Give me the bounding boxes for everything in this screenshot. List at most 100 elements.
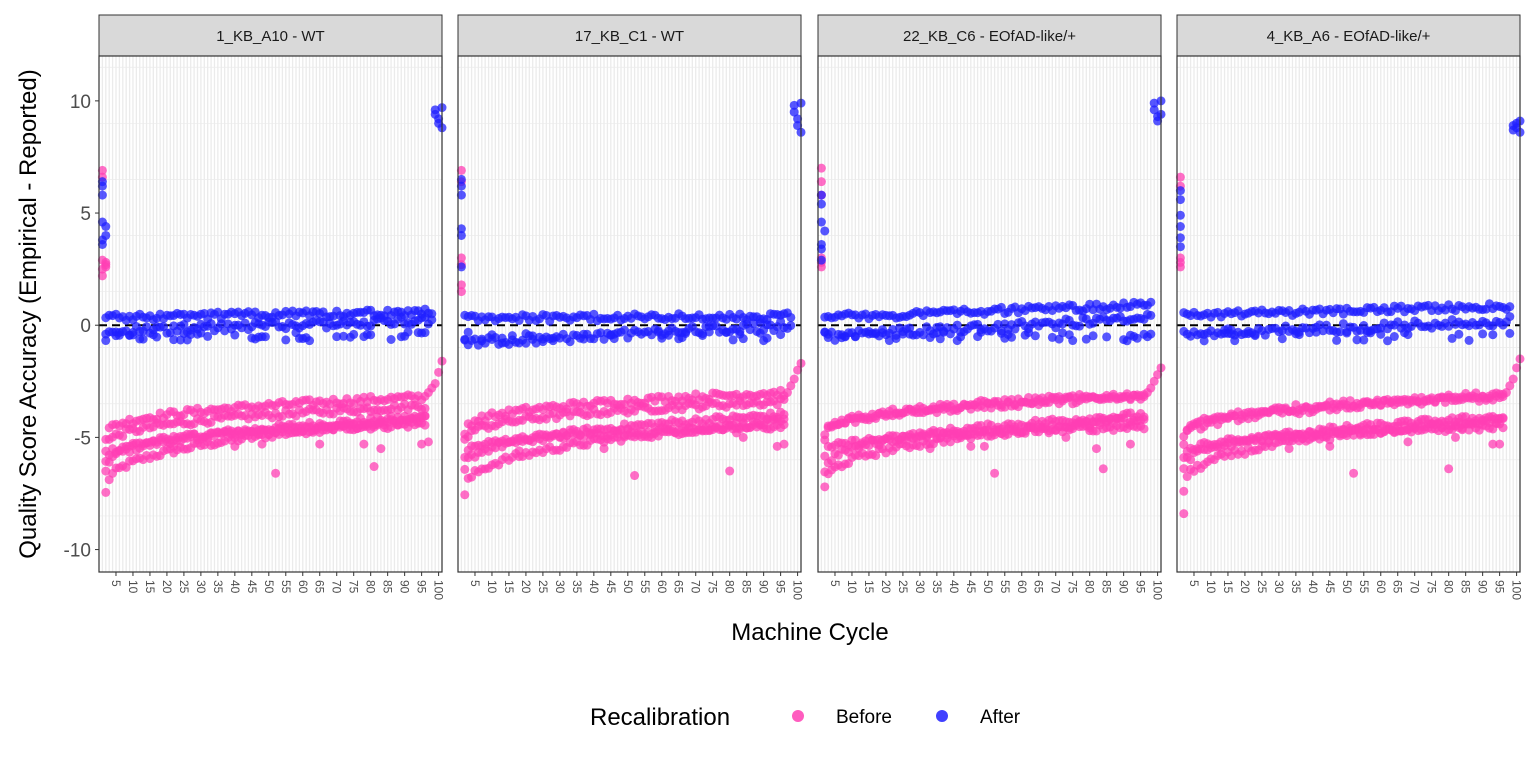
before-point <box>980 442 989 451</box>
after-point <box>1102 332 1111 341</box>
x-tick-label: 35 <box>570 580 584 594</box>
x-tick-label: 10 <box>126 580 140 594</box>
before-point <box>460 490 469 499</box>
before-point <box>990 469 999 478</box>
x-tick-label: 25 <box>896 580 910 594</box>
before-point <box>1140 424 1149 433</box>
x-tick-label: 60 <box>1015 580 1029 594</box>
x-tick-label: 55 <box>279 580 293 594</box>
x-tick-label: 100 <box>791 580 805 600</box>
after-point <box>1089 331 1098 340</box>
x-tick-label: 75 <box>706 580 720 594</box>
x-tick-label: 60 <box>655 580 669 594</box>
after-point <box>464 328 473 337</box>
x-tick-label: 30 <box>553 580 567 594</box>
before-point <box>230 442 239 451</box>
after-point <box>1278 334 1287 343</box>
x-tick-label: 50 <box>621 580 635 594</box>
x-tick-label: 90 <box>1476 580 1490 594</box>
x-tick-label: 30 <box>1272 580 1286 594</box>
x-tick-label: 25 <box>177 580 191 594</box>
after-point <box>281 335 290 344</box>
after-point <box>763 334 772 343</box>
after-point <box>820 226 829 235</box>
x-tick-label: 75 <box>1066 580 1080 594</box>
after-point <box>139 335 148 344</box>
after-point <box>152 333 161 342</box>
x-tick-label: 50 <box>262 580 276 594</box>
x-tick-label: 10 <box>845 580 859 594</box>
x-tick-label: 70 <box>689 580 703 594</box>
before-point <box>1085 426 1094 435</box>
before-point <box>820 482 829 491</box>
x-tick-label: 85 <box>740 580 754 594</box>
before-point <box>820 467 829 476</box>
before-point <box>460 430 469 439</box>
facet-panel: 17_KB_C1 - WT5 10 15 20 25 30 35 40 45 50 55 60 65 70… <box>457 15 806 600</box>
before-point <box>1179 509 1188 518</box>
y-tick-label: 0 <box>80 316 91 337</box>
x-tick-label: 80 <box>723 580 737 594</box>
facet-panel: 22_KB_C6 - EOfAD-like/+5 10 15 20 25 30 35 40 45… <box>817 15 1166 600</box>
x-tick-label: 45 <box>1323 580 1337 594</box>
before-point <box>460 465 469 474</box>
y-tick-label: 5 <box>80 204 91 225</box>
x-tick-label: 50 <box>1340 580 1354 594</box>
x-tick-label: 60 <box>1374 580 1388 594</box>
x-tick-label: 100 <box>432 580 446 600</box>
legend-label-after: After <box>980 707 1021 728</box>
x-tick-label: 85 <box>381 580 395 594</box>
x-tick-label: 100 <box>1151 580 1165 600</box>
x-tick-label: 25 <box>536 580 550 594</box>
x-tick-label: 15 <box>143 580 157 594</box>
before-point <box>1325 442 1334 451</box>
after-point <box>1505 302 1514 311</box>
x-tick-label: 45 <box>604 580 618 594</box>
x-tick-label: 5 <box>828 580 842 587</box>
before-point <box>1509 375 1518 384</box>
after-point <box>366 330 375 339</box>
facet-strip-title: 17_KB_C1 - WT <box>575 28 684 45</box>
after-point <box>1146 311 1155 320</box>
before-point <box>820 452 829 461</box>
before-point <box>559 428 568 437</box>
after-point <box>1075 322 1084 331</box>
x-tick-label: 40 <box>1306 580 1320 594</box>
before-point <box>630 471 639 480</box>
after-point <box>421 328 430 337</box>
x-tick-label: 15 <box>862 580 876 594</box>
after-point <box>1007 333 1016 342</box>
before-point <box>315 440 324 449</box>
before-point <box>780 410 789 419</box>
x-tick-label: 75 <box>347 580 361 594</box>
x-tick-label: 55 <box>638 580 652 594</box>
before-point <box>1099 464 1108 473</box>
x-tick-label: 5 <box>1187 580 1201 587</box>
x-tick-label: 65 <box>313 580 327 594</box>
x-tick-label: 45 <box>245 580 259 594</box>
before-point <box>820 430 829 439</box>
before-point <box>169 442 178 451</box>
after-point <box>1403 330 1412 339</box>
before-point <box>1444 464 1453 473</box>
after-point <box>1478 329 1487 338</box>
legend-title: Recalibration <box>590 704 730 731</box>
x-tick-label: 10 <box>1204 580 1218 594</box>
x-tick-label: 35 <box>930 580 944 594</box>
before-point <box>1179 440 1188 449</box>
before-point <box>790 375 799 384</box>
x-tick-label: 40 <box>947 580 961 594</box>
x-tick-label: 90 <box>1117 580 1131 594</box>
after-point <box>101 222 110 231</box>
y-axis-title: Quality Score Accuracy (Empirical - Repo… <box>15 69 42 559</box>
x-tick-label: 30 <box>913 580 927 594</box>
after-point <box>1230 336 1239 345</box>
after-point <box>305 336 314 345</box>
before-point <box>424 437 433 446</box>
x-tick-label: 70 <box>1049 580 1063 594</box>
before-point <box>926 444 935 453</box>
x-tick-label: 20 <box>879 580 893 594</box>
before-point <box>739 433 748 442</box>
after-point <box>1068 336 1077 345</box>
legend: Recalibration Before After <box>590 704 1021 731</box>
